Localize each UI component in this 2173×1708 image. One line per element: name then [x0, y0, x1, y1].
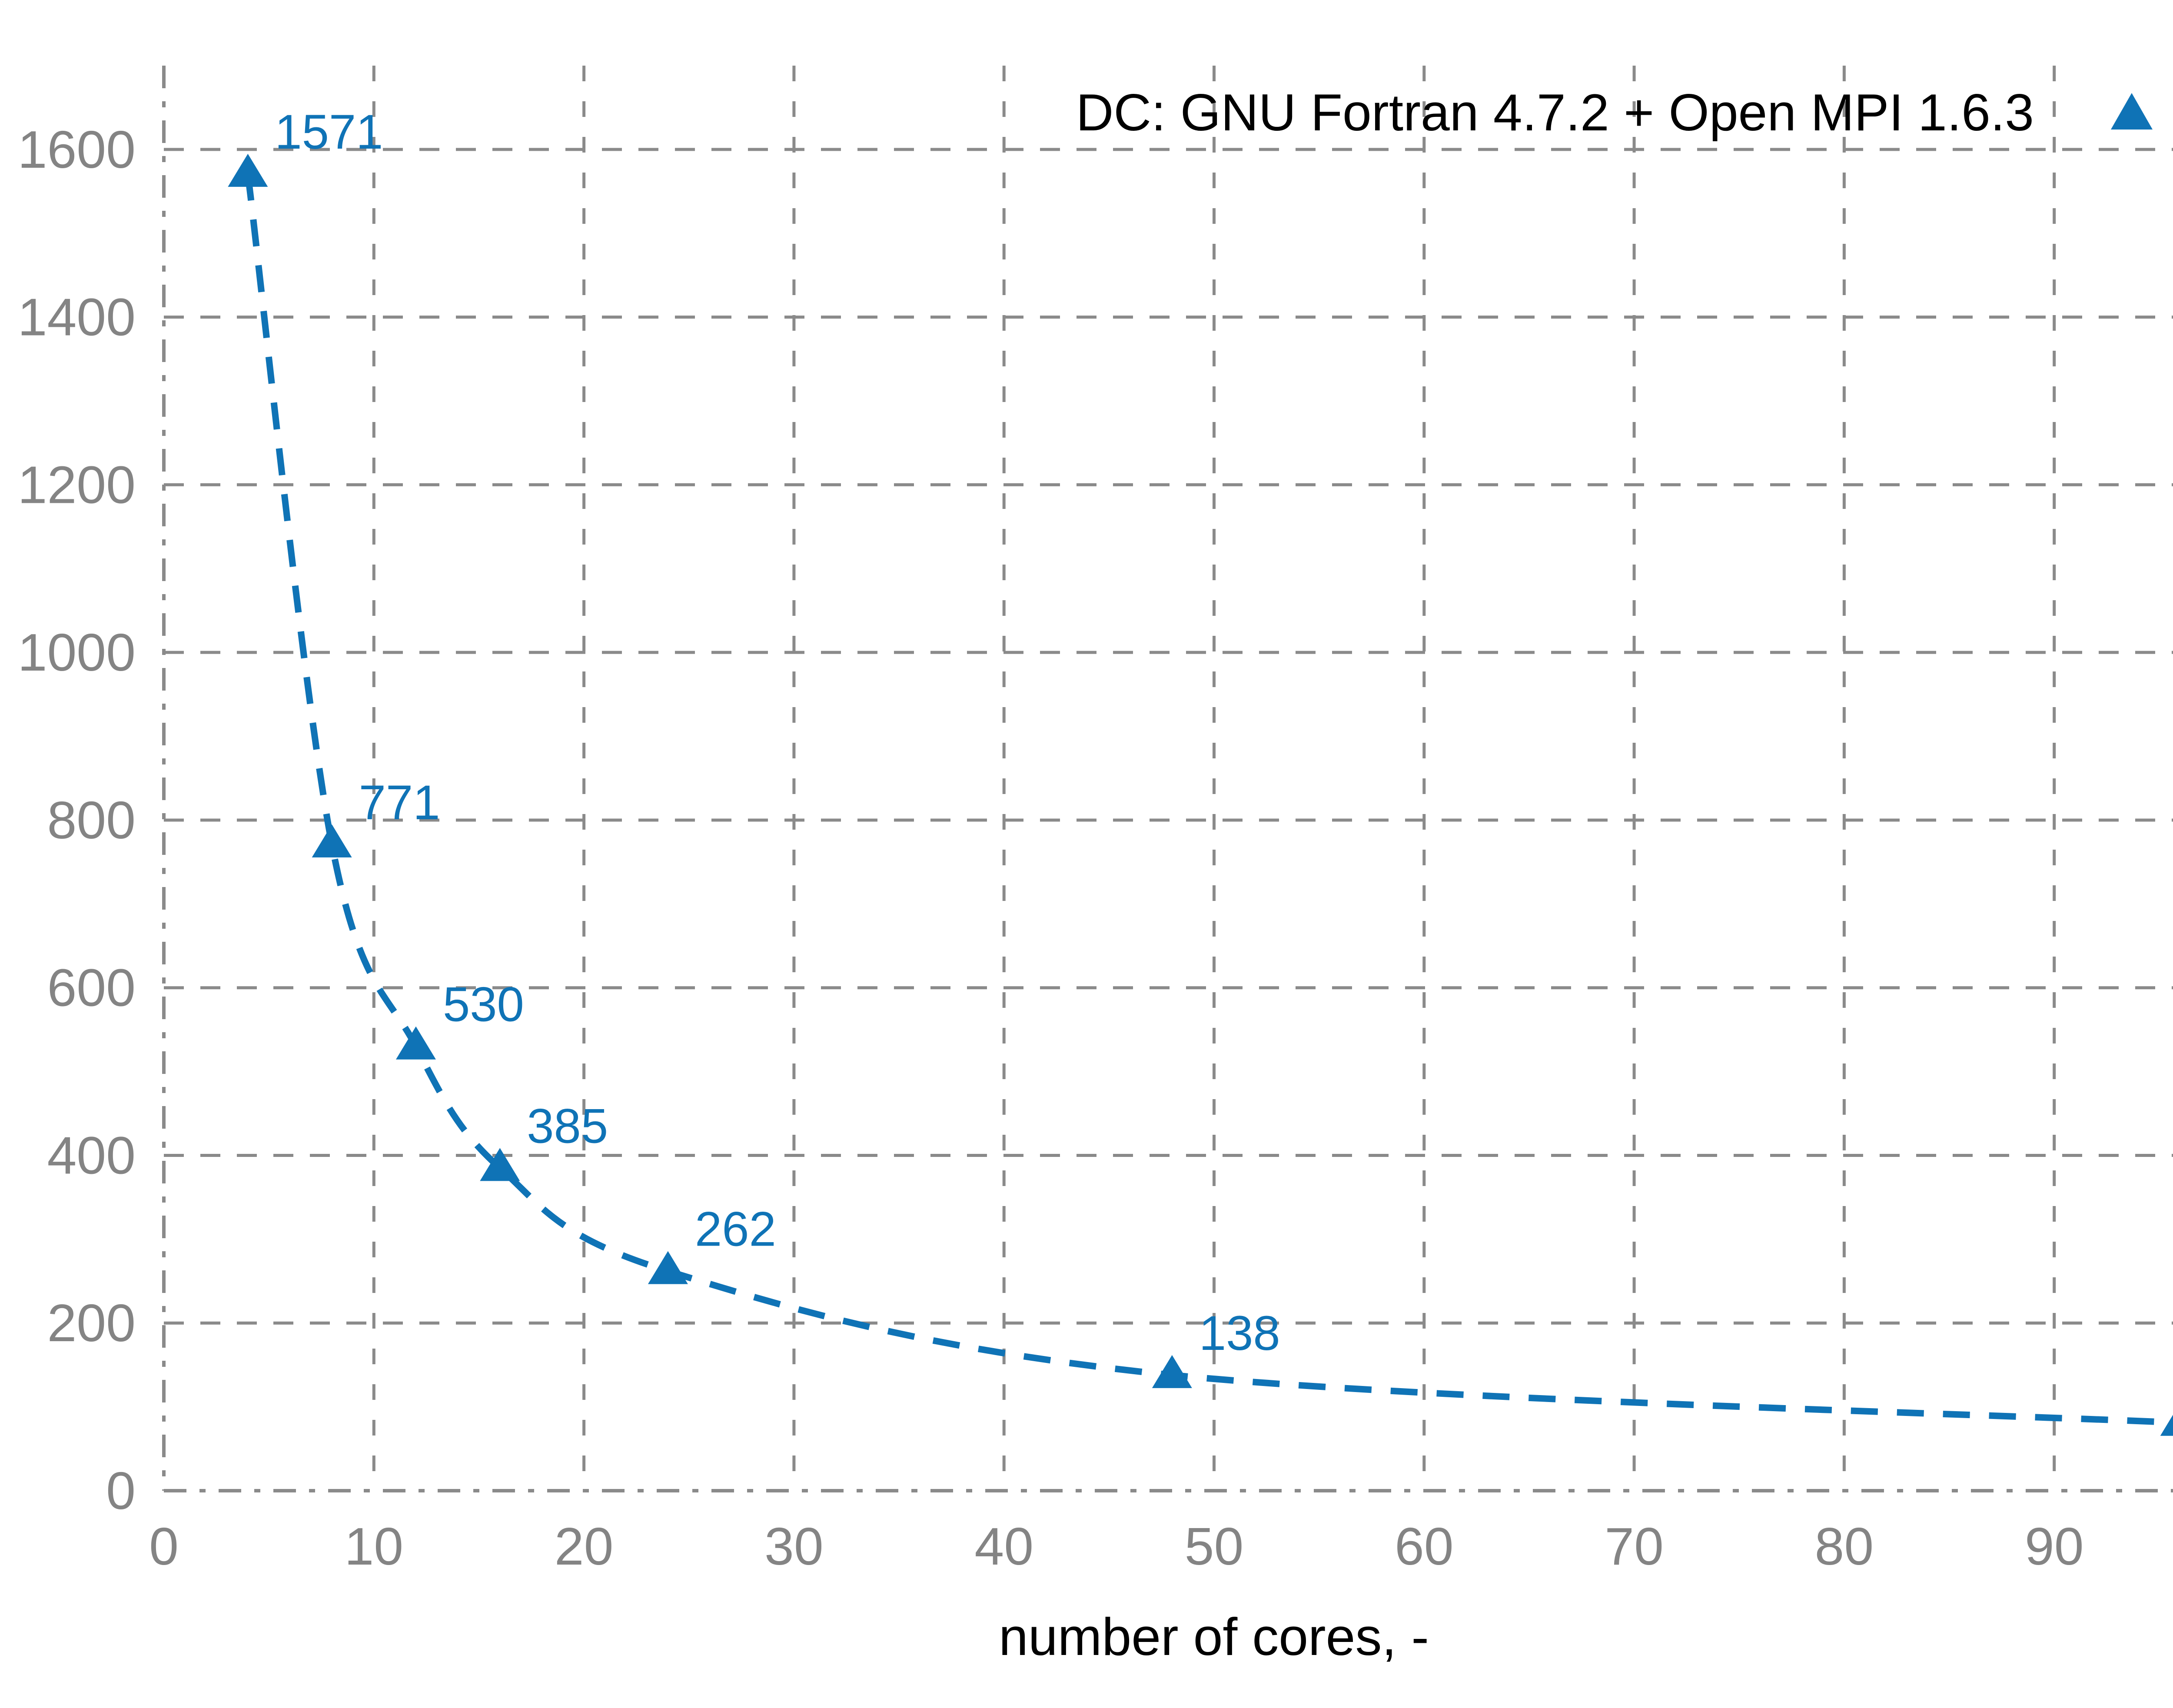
y-tick-label-800: 800	[47, 791, 136, 850]
legend-series-label: DC: GNU Fortran 4.7.2 + Open MPI 1.6.3	[1076, 83, 2034, 142]
x-axis-label: number of cores, -	[999, 1607, 1429, 1666]
x-tick-label-10: 10	[344, 1517, 403, 1576]
data-point-label-24: 262	[695, 1202, 776, 1256]
tick-layer: 0102030405060708090100020040060080010001…	[18, 120, 2084, 1576]
data-point-marker-24	[648, 1251, 688, 1284]
legend: DC: GNU Fortran 4.7.2 + Open MPI 1.6.3	[1076, 83, 2153, 142]
data-point-label-48: 138	[1199, 1306, 1280, 1360]
data-point-label-12: 530	[443, 977, 524, 1032]
data-point-marker-96	[2160, 1415, 2173, 1436]
y-tick-label-1000: 1000	[18, 623, 136, 682]
x-tick-label-40: 40	[974, 1517, 1033, 1576]
series-layer: 157177153038526213881	[228, 105, 2173, 1436]
x-tick-label-20: 20	[555, 1517, 614, 1576]
data-point-marker-8	[312, 824, 352, 857]
x-tick-label-30: 30	[764, 1517, 824, 1576]
x-tick-label-70: 70	[1605, 1517, 1664, 1576]
y-tick-label-1200: 1200	[18, 455, 136, 514]
data-point-label-4: 1571	[275, 105, 383, 159]
x-tick-label-90: 90	[2025, 1517, 2084, 1576]
x-tick-label-50: 50	[1185, 1517, 1244, 1576]
y-tick-label-1600: 1600	[18, 120, 136, 179]
data-point-label-16: 385	[527, 1099, 608, 1153]
y-tick-label-0: 0	[106, 1461, 136, 1520]
x-tick-label-0: 0	[149, 1517, 179, 1576]
legend-triangle-marker-icon	[2111, 93, 2153, 130]
data-point-marker-48	[1152, 1355, 1192, 1388]
y-tick-label-400: 400	[47, 1126, 136, 1185]
data-point-marker-12	[395, 1026, 436, 1060]
x-tick-label-80: 80	[1815, 1517, 1874, 1576]
series-line	[244, 173, 2173, 1426]
data-point-label-8: 771	[359, 775, 440, 830]
data-point-marker-16	[480, 1148, 520, 1181]
y-tick-label-1400: 1400	[18, 288, 136, 347]
grid-layer	[162, 66, 2173, 1492]
x-tick-label-60: 60	[1395, 1517, 1454, 1576]
y-tick-label-200: 200	[47, 1293, 136, 1352]
y-tick-label-600: 600	[47, 958, 136, 1017]
data-point-marker-4	[228, 153, 268, 187]
